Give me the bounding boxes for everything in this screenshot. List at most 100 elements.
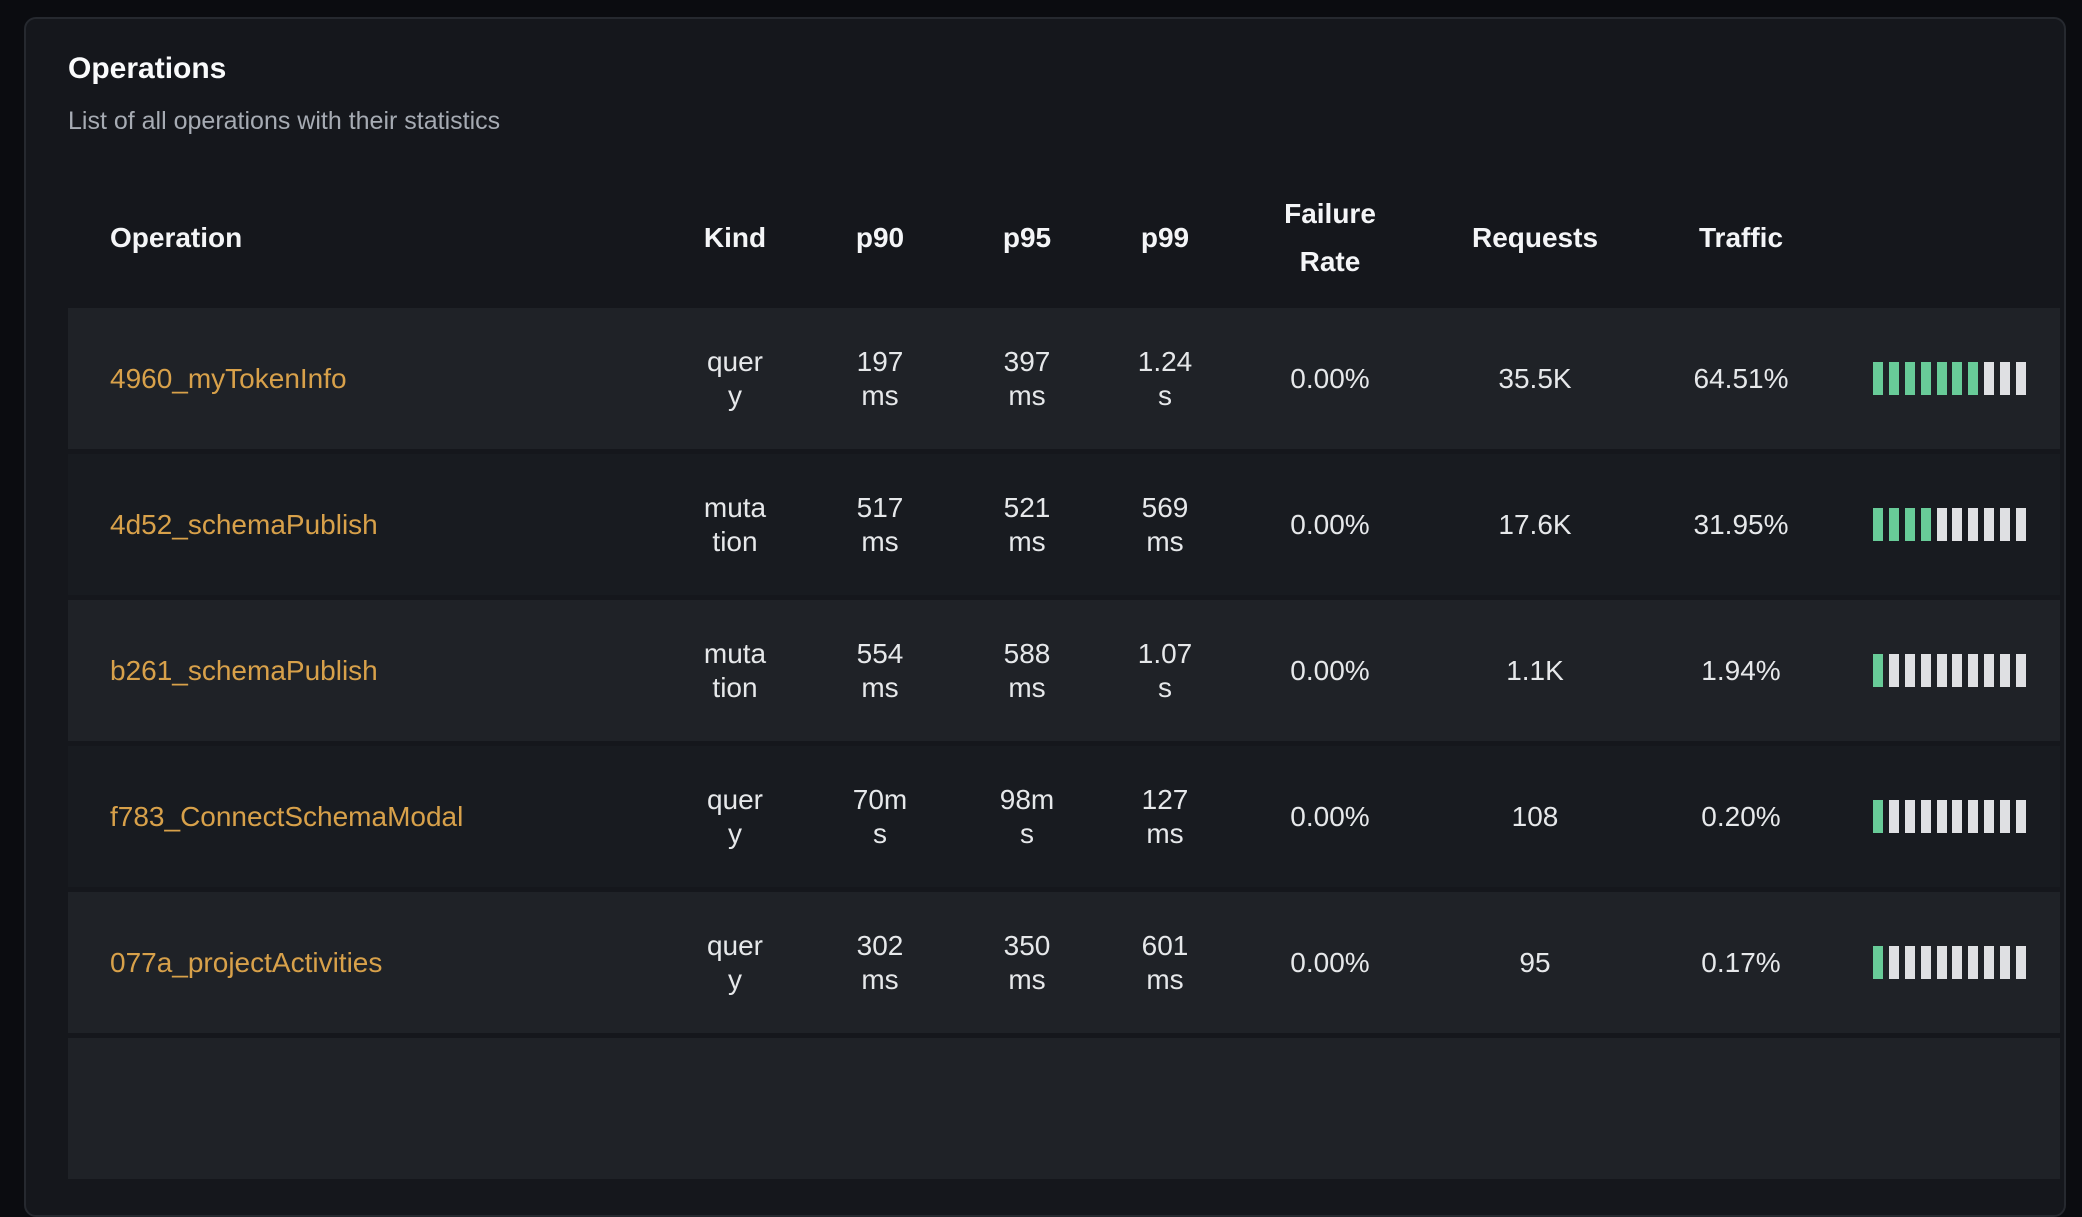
traffic-bar-empty bbox=[1888, 800, 1899, 833]
traffic-bar-empty bbox=[1904, 946, 1915, 979]
table-row: 077a_projectActivities query 302ms 350ms… bbox=[68, 892, 2060, 1033]
traffic-bar-empty bbox=[1936, 946, 1947, 979]
p95-cell: 588ms bbox=[1003, 637, 1051, 703]
traffic-bar-chart bbox=[1873, 508, 2026, 541]
operation-cell: 4960_myTokenInfo bbox=[68, 363, 692, 395]
traffic-cell: 1.94% bbox=[1701, 654, 1781, 686]
column-header-p99: p99 bbox=[1140, 222, 1190, 253]
traffic-bars-cell bbox=[1873, 362, 2026, 395]
failure-rate-cell: 0.00% bbox=[1290, 508, 1370, 540]
traffic-bar-empty bbox=[2000, 946, 2010, 979]
operation-link[interactable]: 4d52_schemaPublish bbox=[110, 508, 378, 540]
table-row: 4960_myTokenInfo query 197ms 397ms 1.24s… bbox=[68, 308, 2060, 449]
p95-cell: 98ms bbox=[999, 783, 1055, 849]
kind-cell: mutation bbox=[703, 637, 767, 703]
p99-cell: 1.07s bbox=[1137, 637, 1193, 703]
traffic-cell: 31.95% bbox=[1693, 508, 1789, 540]
traffic-bar-empty bbox=[1952, 508, 1963, 541]
traffic-bar-empty bbox=[1920, 800, 1931, 833]
traffic-bar-empty bbox=[1888, 946, 1899, 979]
traffic-bar-empty bbox=[2015, 654, 2026, 687]
traffic-bar-empty bbox=[2015, 362, 2026, 395]
failure-rate-cell: 0.00% bbox=[1290, 946, 1370, 978]
traffic-bar-empty bbox=[1952, 946, 1963, 979]
failure-rate-cell: 0.00% bbox=[1290, 800, 1370, 832]
kind-cell: query bbox=[706, 783, 764, 849]
operation-cell: b261_schemaPublish bbox=[68, 655, 692, 687]
operation-link[interactable]: 077a_projectActivities bbox=[110, 946, 383, 978]
p90-cell: 197ms bbox=[856, 345, 904, 411]
column-header-kind: Kind bbox=[703, 222, 767, 253]
requests-cell: 108 bbox=[1511, 800, 1559, 832]
traffic-bar-chart bbox=[1873, 800, 2026, 833]
requests-cell: 17.6K bbox=[1498, 508, 1572, 540]
operation-cell: f783_ConnectSchemaModal bbox=[68, 801, 692, 833]
traffic-bar-filled bbox=[1873, 508, 1883, 541]
p90-cell: 517ms bbox=[856, 491, 904, 557]
traffic-bar-chart bbox=[1873, 362, 2026, 395]
traffic-bar-empty bbox=[1920, 654, 1931, 687]
failure-rate-cell: 0.00% bbox=[1290, 362, 1370, 394]
table-row: f783_ConnectSchemaModal query 70ms 98ms … bbox=[68, 746, 2060, 887]
traffic-bar-empty bbox=[1984, 946, 1995, 979]
traffic-bar-filled bbox=[1888, 508, 1899, 541]
traffic-bar-empty bbox=[1984, 362, 1995, 395]
column-header-operation: Operation bbox=[110, 222, 243, 253]
p90-cell: 70ms bbox=[852, 783, 908, 849]
kind-cell: mutation bbox=[703, 491, 767, 557]
traffic-bars-cell bbox=[1873, 800, 2026, 833]
operation-link[interactable]: 4960_myTokenInfo bbox=[110, 362, 347, 394]
traffic-bar-empty bbox=[2000, 362, 2010, 395]
traffic-bar-empty bbox=[2000, 654, 2010, 687]
traffic-bar-empty bbox=[1984, 508, 1995, 541]
column-header-p95: p95 bbox=[1002, 222, 1052, 253]
traffic-bar-filled bbox=[1873, 946, 1883, 979]
traffic-cell: 0.20% bbox=[1701, 800, 1781, 832]
traffic-bar-filled bbox=[1968, 362, 1979, 395]
table-row-partial bbox=[68, 1038, 2060, 1179]
traffic-bar-empty bbox=[2000, 508, 2010, 541]
traffic-bar-empty bbox=[1968, 508, 1979, 541]
traffic-bar-empty bbox=[1984, 654, 1995, 687]
p90-cell: 302ms bbox=[856, 929, 904, 995]
traffic-bar-empty bbox=[1904, 654, 1915, 687]
traffic-bar-empty bbox=[1968, 800, 1979, 833]
traffic-bars-cell bbox=[1873, 508, 2026, 541]
traffic-bar-filled bbox=[1873, 800, 1883, 833]
page-subtitle: List of all operations with their statis… bbox=[68, 107, 501, 135]
operation-link[interactable]: b261_schemaPublish bbox=[110, 654, 378, 686]
traffic-bar-filled bbox=[1904, 362, 1915, 395]
p99-cell: 1.24s bbox=[1137, 345, 1193, 411]
p95-cell: 521ms bbox=[1003, 491, 1051, 557]
operation-link[interactable]: f783_ConnectSchemaModal bbox=[110, 800, 464, 832]
operation-cell: 077a_projectActivities bbox=[68, 947, 692, 979]
traffic-bar-empty bbox=[1936, 654, 1947, 687]
traffic-bar-empty bbox=[1920, 946, 1931, 979]
column-header-traffic: Traffic bbox=[1698, 222, 1784, 253]
traffic-bar-empty bbox=[1952, 800, 1963, 833]
traffic-bar-empty bbox=[2015, 946, 2026, 979]
traffic-bar-filled bbox=[1873, 654, 1883, 687]
traffic-bar-empty bbox=[1984, 800, 1995, 833]
traffic-bars-cell bbox=[1873, 654, 2026, 687]
table-row: b261_schemaPublish mutation 554ms 588ms … bbox=[68, 600, 2060, 741]
failure-rate-cell: 0.00% bbox=[1290, 654, 1370, 686]
traffic-bar-filled bbox=[1904, 508, 1915, 541]
requests-cell: 95 bbox=[1519, 946, 1551, 978]
traffic-bar-empty bbox=[1904, 800, 1915, 833]
p90-cell: 554ms bbox=[856, 637, 904, 703]
p95-cell: 350ms bbox=[1003, 929, 1051, 995]
traffic-bar-filled bbox=[1952, 362, 1963, 395]
traffic-bar-empty bbox=[1968, 654, 1979, 687]
traffic-bar-empty bbox=[1936, 508, 1947, 541]
traffic-cell: 64.51% bbox=[1693, 362, 1789, 394]
column-header-p90: p90 bbox=[855, 222, 905, 253]
kind-cell: query bbox=[706, 345, 764, 411]
traffic-bar-chart bbox=[1873, 654, 2026, 687]
table-header: Operation Kind p90 p95 p99 Failure Rate … bbox=[68, 190, 2060, 286]
traffic-bar-filled bbox=[1888, 362, 1899, 395]
requests-cell: 35.5K bbox=[1498, 362, 1572, 394]
page-title: Operations bbox=[68, 52, 227, 85]
traffic-bar-empty bbox=[1888, 654, 1899, 687]
traffic-bar-filled bbox=[1920, 508, 1931, 541]
